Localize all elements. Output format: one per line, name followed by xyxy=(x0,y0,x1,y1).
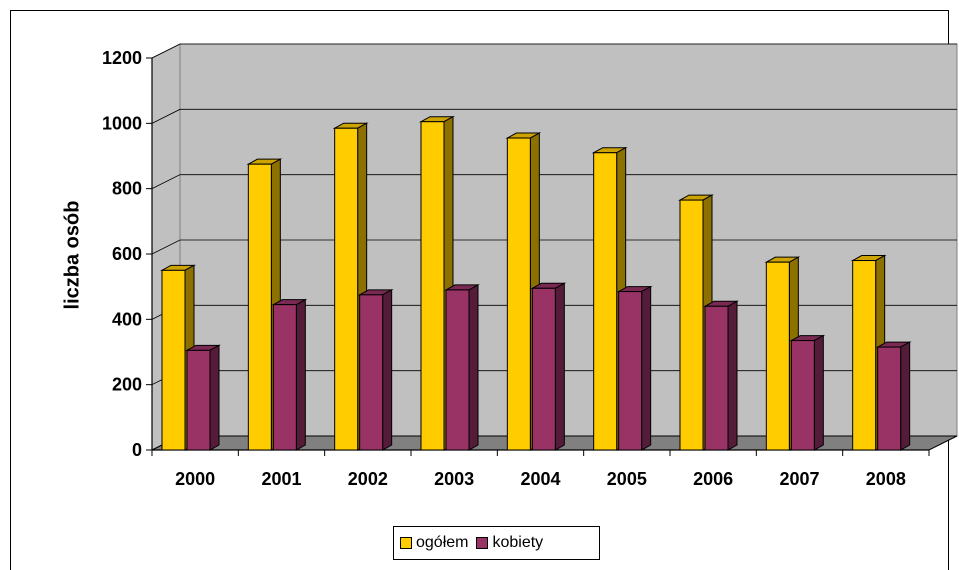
bar-side xyxy=(295,298,306,451)
bar xyxy=(789,334,826,451)
bar-front xyxy=(186,349,211,451)
y-tick-label: 800 xyxy=(112,179,142,199)
bar-side xyxy=(554,282,565,451)
bar-front xyxy=(420,121,445,451)
legend-swatch xyxy=(476,537,489,549)
bar-front xyxy=(593,152,618,451)
gridline xyxy=(151,43,957,59)
y-tick-label: 0 xyxy=(132,440,142,460)
bar-front xyxy=(531,287,556,451)
x-tick-label: 2001 xyxy=(261,469,301,489)
bar-front xyxy=(790,340,815,451)
x-tick-label: 2008 xyxy=(866,469,906,489)
x-tick-label: 2004 xyxy=(520,469,560,489)
y-tick-labels: 0 200 400 600 800 1000 1200 xyxy=(102,48,142,460)
gridline xyxy=(151,174,957,190)
legend-label: ogółem xyxy=(416,534,469,551)
bar xyxy=(875,341,912,451)
y-tick-label: 200 xyxy=(112,375,142,395)
x-tick-label: 2003 xyxy=(434,469,474,489)
bar-side xyxy=(900,341,911,451)
bar-front xyxy=(852,260,877,451)
bar-front xyxy=(334,127,359,451)
bars xyxy=(160,115,912,451)
x-tick-label: 2005 xyxy=(607,469,647,489)
legend-label: kobiety xyxy=(492,534,544,551)
bar-front xyxy=(506,137,531,451)
y-tick-label: 1000 xyxy=(102,113,142,133)
bar-front xyxy=(618,291,643,451)
bar-front xyxy=(161,269,186,451)
legend: ogółem kobiety xyxy=(393,526,600,560)
bar-side xyxy=(727,300,738,451)
bar-side xyxy=(382,288,393,451)
bar xyxy=(444,284,480,451)
legend-item: kobiety xyxy=(476,534,543,552)
bar-side xyxy=(209,344,220,451)
bar xyxy=(271,298,308,451)
x-tick-label: 2002 xyxy=(348,469,388,489)
x-tick-label: 2000 xyxy=(175,469,215,489)
x-tick-label: 2006 xyxy=(693,469,733,489)
bar xyxy=(703,300,739,451)
legend-swatch xyxy=(400,537,412,549)
bar-front xyxy=(704,305,729,451)
bar-side xyxy=(468,284,479,451)
y-tick-label: 600 xyxy=(112,244,142,264)
y-axis-label: liczba osób xyxy=(61,201,83,310)
bar xyxy=(357,288,394,451)
x-tick-label: 2007 xyxy=(779,469,819,489)
bar-front xyxy=(445,289,470,451)
bar-front xyxy=(765,261,790,451)
bar-front xyxy=(877,346,902,451)
bar-side xyxy=(813,334,824,451)
y-tick-label: 1200 xyxy=(102,48,142,68)
legend-item: ogółem xyxy=(400,534,468,552)
x-tick-labels: 2000 2001 2002 2003 2004 2005 2006 2007 2008 xyxy=(175,469,906,489)
bar-front xyxy=(359,294,384,451)
bar xyxy=(530,282,567,451)
bar xyxy=(616,285,653,451)
bar-front xyxy=(247,163,272,451)
gridline xyxy=(151,108,957,124)
bar-front xyxy=(272,304,297,451)
bar-side xyxy=(641,285,652,451)
bar-front xyxy=(679,199,704,451)
y-tick-label: 400 xyxy=(112,309,142,329)
bar xyxy=(185,344,221,451)
